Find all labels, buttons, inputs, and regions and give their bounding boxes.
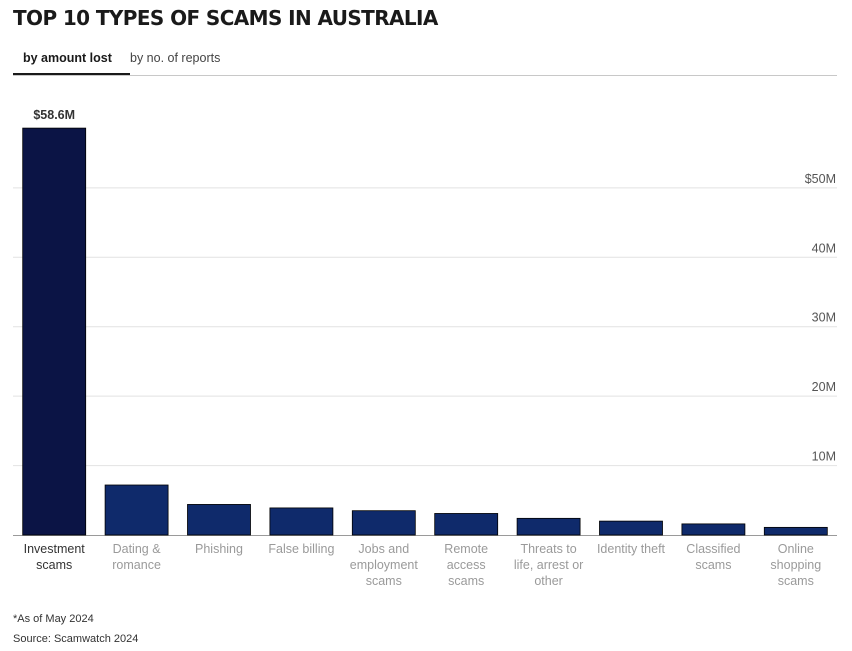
x-category-label: Phishing: [195, 542, 243, 556]
x-category-label-line: scams: [448, 574, 484, 588]
x-category-label-line: Classified: [686, 542, 740, 556]
x-category-label-line: Remote: [444, 542, 488, 556]
chart-title: TOP 10 TYPES OF SCAMS IN AUSTRALIA: [13, 6, 438, 30]
footnote-as-of: *As of May 2024: [13, 613, 94, 625]
x-category-label: Classified scams: [686, 542, 740, 572]
x-category-label-line: Identity theft: [597, 542, 666, 556]
x-category-label-line: shopping: [770, 558, 821, 572]
x-category-label: Identity theft: [597, 542, 666, 556]
tab-bar: by amount lost by no. of reports: [13, 44, 837, 76]
bar[interactable]: [269, 507, 334, 536]
bar[interactable]: [763, 526, 828, 536]
x-category-label: Dating & romance: [112, 542, 161, 572]
x-category-label-line: Dating &: [113, 542, 162, 556]
data-labels: $58.6M: [33, 108, 75, 122]
y-tick-label: $50M: [805, 172, 836, 186]
x-category-label-line: scams: [695, 558, 731, 572]
bar[interactable]: [599, 520, 663, 536]
x-category-label: False billing: [268, 542, 334, 556]
gridlines: [13, 187, 837, 536]
x-category-label-line: access: [447, 558, 486, 572]
x-category-label: Investment scams: [24, 542, 86, 572]
data-label: $58.6M: [33, 108, 75, 122]
x-category-label-line: Online: [778, 542, 814, 556]
y-axis-ticks: 10M 20M 30M 40M $50M: [805, 172, 836, 464]
tab-by-amount-lost[interactable]: by amount lost: [13, 44, 130, 75]
x-category-label: Jobs and employment scams: [350, 542, 419, 588]
x-category-label-line: Investment: [24, 542, 86, 556]
x-category-label-line: employment: [350, 558, 419, 572]
footnote-source: Source: Scamwatch 2024: [13, 633, 139, 645]
x-category-label: Remote access scams: [444, 542, 488, 588]
tab-by-no-of-reports[interactable]: by no. of reports: [130, 51, 221, 65]
x-category-label-line: False billing: [268, 542, 334, 556]
x-category-label-line: scams: [778, 574, 814, 588]
bar[interactable]: [187, 504, 251, 536]
bar[interactable]: [351, 510, 416, 536]
bar[interactable]: [516, 517, 581, 536]
y-tick-label: 20M: [812, 380, 836, 394]
x-category-label: Online shopping scams: [770, 542, 821, 588]
y-tick-label: 10M: [812, 450, 836, 464]
x-axis-labels: Investment scams Dating & romance Phishing Fa…: [24, 542, 822, 588]
bar[interactable]: [434, 513, 499, 536]
bar-chart: 10M 20M 30M 40M $50M Investment scams Dating &…: [13, 108, 837, 588]
bars: [22, 127, 828, 536]
x-category-label-line: Threats to: [520, 542, 576, 556]
x-category-label-line: other: [534, 574, 563, 588]
x-category-label-line: scams: [366, 574, 402, 588]
x-category-label: Threats to life, arrest or other: [514, 542, 583, 588]
bar[interactable]: [681, 523, 746, 536]
x-category-label-line: Jobs and: [358, 542, 409, 556]
x-category-label-line: life, arrest or: [514, 558, 583, 572]
y-tick-label: 40M: [812, 241, 836, 255]
x-category-label-line: scams: [36, 558, 72, 572]
x-category-label-line: Phishing: [195, 542, 243, 556]
y-tick-label: 30M: [812, 311, 836, 325]
bar[interactable]: [104, 484, 169, 536]
bar[interactable]: [22, 127, 87, 536]
x-category-label-line: romance: [112, 558, 161, 572]
